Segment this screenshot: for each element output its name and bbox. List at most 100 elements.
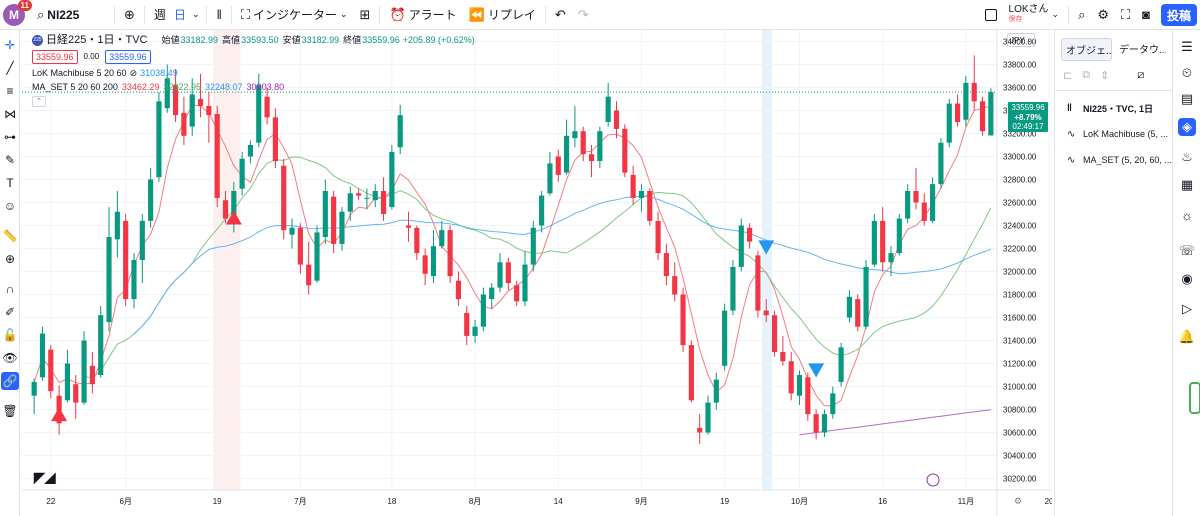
replay-button[interactable]: ⏪ リプレイ — [463, 0, 542, 30]
reorder-icon[interactable]: ⇕ — [1100, 70, 1110, 82]
pattern-tool[interactable]: ⋈ — [1, 105, 19, 123]
candle-body — [880, 220, 886, 263]
candle-body — [247, 145, 254, 157]
chat-icon: ☏ — [1178, 243, 1196, 258]
brush-tool[interactable]: ✎ — [1, 151, 19, 169]
indicator-row-lok[interactable]: LoK Machibuse 5 20 60 ⊘ 31038.49 — [32, 66, 475, 80]
candle-body — [439, 230, 445, 247]
buy-button[interactable]: 33559.96 — [105, 50, 151, 64]
layouts-button[interactable]: ⊞ — [354, 0, 377, 30]
stay-drawing-tool[interactable]: ✐ — [1, 303, 19, 321]
visibility-tool[interactable]: 👁 — [1, 349, 19, 367]
fullscreen-button[interactable]: ⛶ — [1115, 0, 1136, 30]
chart-legend: 225 日経225・1日・TVC 始値 33182.99 高値 33593.50… — [32, 33, 475, 107]
emoji-tool[interactable]: ☺ — [1, 197, 19, 215]
ideas-button[interactable]: ☼ — [1178, 206, 1196, 224]
trendline-tool[interactable]: ╱ — [1, 59, 19, 77]
interval-dropdown[interactable]: ⌄ — [188, 0, 204, 30]
sell-button[interactable]: 33559.96 — [32, 50, 78, 64]
candle-body — [821, 414, 828, 433]
candle-body — [722, 310, 728, 366]
sync-drawing-tool[interactable]: 🔗 — [1, 372, 19, 390]
price-tick-label: 34000.00 — [1003, 38, 1037, 47]
interval-day-button[interactable]: 日 — [172, 0, 188, 30]
tree-item-indicator[interactable]: ∿ LoK Machibuse (5, ... — [1055, 121, 1172, 147]
settings-button[interactable]: ⚙ — [1091, 0, 1115, 30]
watchlist-button[interactable]: ☰ — [1178, 38, 1196, 56]
symbol-search[interactable]: ⌕ NI225 — [31, 0, 111, 30]
currency-selector[interactable]: JPY ⌄ — [1007, 33, 1035, 47]
interval-week-button[interactable]: 週 — [148, 0, 172, 30]
trading-panel-toggle[interactable] — [1189, 382, 1200, 414]
hotlist-button[interactable]: ♨ — [1178, 148, 1196, 166]
calendar-button[interactable]: ▦ — [1178, 176, 1196, 194]
legend-symbol-row: 225 日経225・1日・TVC 始値 33182.99 高値 33593.50… — [32, 33, 475, 47]
candle-body — [231, 191, 237, 219]
snapshot-button[interactable]: ◙ — [1136, 0, 1156, 30]
time-tick-label: 14 — [554, 497, 563, 506]
projection-tool[interactable]: ⊶ — [1, 128, 19, 146]
user-layout-menu[interactable]: LOKさん 保存 ⌄ — [1003, 0, 1066, 30]
current-price-label: 33559.96 +8.79% 02:49:17 — [1008, 102, 1048, 132]
compare-button[interactable]: ⊕ — [118, 0, 141, 30]
text-tool[interactable]: T — [1, 174, 19, 192]
alert-button[interactable]: ⏰ アラート — [383, 0, 462, 30]
lightbulb-icon: ☼ — [1181, 207, 1193, 223]
profile-avatar[interactable]: M 11 — [3, 0, 32, 26]
tab-objects[interactable]: オブジェ... — [1061, 38, 1113, 61]
indicators-icon: ⛶ — [240, 6, 250, 22]
candle-body — [688, 345, 694, 401]
buy-signal-marker — [51, 407, 68, 422]
indicators-button[interactable]: ⛶ インジケーター ⌄ — [235, 0, 354, 30]
crosshair-icon: ✛ — [4, 38, 16, 52]
redo-button[interactable]: ↷ — [572, 0, 595, 30]
streams-button[interactable]: ◉ — [1178, 270, 1196, 288]
tab-data-window[interactable]: データウ... — [1119, 45, 1166, 56]
candle-body — [106, 237, 112, 323]
undo-button[interactable]: ↶ — [549, 0, 572, 30]
search-icon: ⌕ — [37, 6, 45, 22]
candle-body — [98, 315, 104, 375]
indicator-row-maset[interactable]: MA_SET 5 20 60 200 33462.29 32322.95 322… — [32, 80, 475, 94]
fib-tool[interactable]: ≡ — [1, 82, 19, 100]
post-button[interactable]: 投稿 — [1161, 4, 1197, 26]
zoom-tool[interactable]: ⊕ — [1, 250, 19, 268]
price-chart[interactable]: 34000.0033800.0033600.0033400.0033200.00… — [22, 30, 1052, 516]
indicator1-value: 31038.49 — [140, 68, 178, 78]
candle-body — [963, 82, 969, 120]
magnet-tool[interactable]: ∩ — [1, 280, 19, 298]
legend-collapse-button[interactable]: ⌃ — [32, 96, 46, 107]
chart-type-button[interactable]: ǁ — [210, 0, 227, 30]
candle-body — [913, 191, 919, 203]
play-button[interactable]: ▷ — [1178, 300, 1196, 318]
candle-body — [430, 246, 437, 277]
alerts-panel-button[interactable]: ⏲ — [1178, 64, 1196, 82]
user-name: LOKさん — [1008, 3, 1049, 15]
notifications-button[interactable]: 🔔 — [1178, 328, 1196, 346]
chats-button[interactable]: ☏ — [1178, 242, 1196, 260]
layout-toggle-button[interactable] — [979, 0, 1003, 30]
tree-item-symbol[interactable]: ǁ NI225・TVC, 1日 — [1055, 95, 1172, 121]
crosshair-tool[interactable]: ✛ — [1, 36, 19, 54]
delete-tool[interactable]: 🗑 — [1, 402, 19, 420]
current-price-value: 33559.96 — [1011, 103, 1045, 112]
copy-icon[interactable]: ⧉ — [1082, 69, 1091, 81]
candle-body — [447, 230, 453, 277]
lock-tool[interactable]: 🔓 — [1, 326, 19, 344]
object-tree-button[interactable]: ◈ — [1178, 118, 1196, 136]
candle-body — [173, 85, 179, 116]
folder-add-icon[interactable]: ⊏ — [1063, 70, 1073, 82]
quick-search-button[interactable]: ⌕ — [1072, 0, 1091, 30]
news-button[interactable]: ▤ — [1178, 90, 1196, 108]
time-tick-label: 6月 — [119, 497, 131, 506]
candle-body — [747, 227, 753, 242]
hide-all-icon[interactable]: ⧄ — [1137, 69, 1145, 81]
measure-tool[interactable]: 📏 — [1, 227, 19, 245]
chart-pane[interactable]: 34000.0033800.0033600.0033400.0033200.00… — [22, 30, 1052, 516]
tree-item-indicator[interactable]: ∿ MA_SET (5, 20, 60, ... — [1055, 147, 1172, 173]
symbol-title[interactable]: 日経225・1日・TVC — [46, 34, 148, 46]
candle-body — [954, 103, 961, 122]
ma5-line — [33, 104, 991, 407]
current-price-change: +8.79% — [1014, 112, 1042, 122]
